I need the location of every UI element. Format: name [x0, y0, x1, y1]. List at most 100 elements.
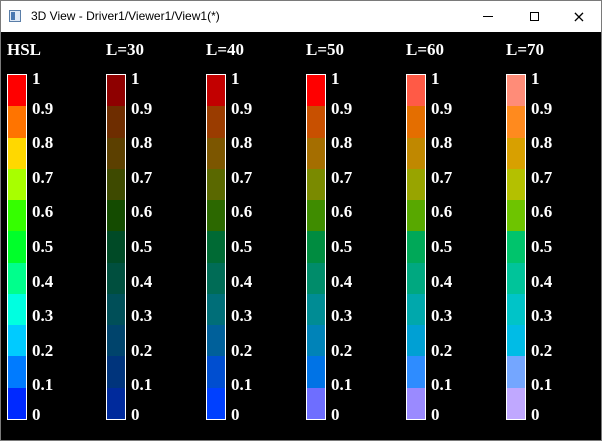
colorbar: [406, 74, 426, 420]
colorbar-segment: [207, 137, 225, 169]
colorbar-segment: [207, 106, 225, 138]
colorbar-segment: [107, 325, 125, 357]
colorbar-segment: [307, 262, 325, 294]
colorbar-tick-label: 0: [131, 405, 140, 424]
colorbar-segment: [207, 75, 225, 107]
colorbar-tick-label: 0.7: [431, 168, 453, 187]
colorbar-segment: [407, 75, 425, 107]
colorbar-segment: [307, 168, 325, 201]
colorbar-tick-label: 0.8: [231, 133, 253, 152]
colorbar-segment: [8, 106, 26, 138]
colorbar-segment: [207, 231, 225, 263]
colorbar-tick-label: 0.3: [331, 306, 353, 325]
colorbar-segment: [207, 387, 225, 419]
colorbar-tick-label: 0.6: [131, 202, 153, 221]
colorbar-segment: [307, 325, 325, 357]
colorbar-segment: [207, 168, 225, 201]
3d-viewport[interactable]: HSL 0 0.1 0.2 0.3 0.4 0.5 0.6 0.7 0.8 0.9 1 L=30 0 0.1…: [1, 32, 601, 440]
colorbar-segment: [507, 387, 525, 419]
colorbar-segment: [507, 168, 525, 201]
colorbar-tick-label: 0.3: [431, 306, 453, 325]
colorbar-tick-label: 0.2: [331, 341, 353, 360]
colorbar-tick-label: 0.5: [331, 237, 353, 256]
colorbar-segment: [107, 387, 125, 419]
title-bar[interactable]: 3D View - Driver1/Viewer1/View1(*) ×: [1, 1, 601, 32]
colorbar-tick-label: 0.1: [231, 375, 253, 394]
colorbar-tick-label: 0.4: [32, 272, 54, 291]
colorbar-segment: [507, 231, 525, 263]
colorbar-segment: [307, 200, 325, 232]
colorbar-tick-label: 0.9: [231, 99, 253, 118]
colorbar-tick-label: 1: [331, 69, 340, 88]
colorbar-segment: [507, 106, 525, 138]
colorbar-tick-label: 0.9: [32, 99, 54, 118]
colorbar-tick-label: 0.1: [131, 375, 153, 394]
colorbar-title: L=30: [106, 40, 145, 59]
colorbar-segment: [8, 137, 26, 169]
colorbar-tick-label: 0.5: [231, 237, 253, 256]
colorbar-segment: [307, 356, 325, 388]
colorbar-tick-label: 1: [531, 69, 540, 88]
colorbar-segment: [8, 387, 26, 419]
colorbar-tick-label: 0.8: [32, 133, 54, 152]
app-window-icon[interactable]: [9, 10, 21, 22]
colorbar-segment: [307, 231, 325, 263]
colorbar-tick-label: 0.8: [531, 133, 553, 152]
colorbar-tick-label: 0.9: [431, 99, 453, 118]
colorbar-tick-label: 0.5: [531, 237, 553, 256]
colorbar-segment: [207, 356, 225, 388]
colorbar-tick-label: 0.3: [231, 306, 253, 325]
colorbar-segment: [107, 262, 125, 294]
colorbar-segment: [407, 325, 425, 357]
colorbar-tick-label: 1: [131, 69, 140, 88]
colorbar: [306, 74, 326, 420]
colorbar-tick-label: 0.7: [32, 168, 54, 187]
colorbar-tick-label: 1: [431, 69, 440, 88]
colorbar-segment: [407, 356, 425, 388]
colorbar-segment: [507, 262, 525, 294]
colorbar-tick-label: 0.6: [531, 202, 553, 221]
colorbar-tick-label: 1: [231, 69, 240, 88]
colorbar-tick-label: 0.2: [531, 341, 553, 360]
close-icon: ×: [572, 6, 586, 26]
colorbar-segment: [107, 75, 125, 107]
colorbar-tick-label: 0.3: [131, 306, 153, 325]
colorbar-tick-label: 0.5: [32, 237, 54, 256]
colorbar-segment: [107, 168, 125, 201]
colorbar-segment: [8, 75, 26, 107]
colorbar-segment: [307, 75, 325, 107]
colorbar-tick-label: 0.8: [131, 133, 153, 152]
colorbar-tick-label: 0.2: [431, 341, 453, 360]
minimize-button[interactable]: [465, 1, 511, 32]
colorbar-tick-label: 0.8: [431, 133, 453, 152]
colorbar: [506, 74, 526, 420]
colorbar-tick-label: 0.9: [131, 99, 153, 118]
colorbar-tick-label: 1: [32, 69, 41, 88]
colorbar-tick-label: 0.5: [131, 237, 153, 256]
colorbar-tick-label: 0.4: [531, 272, 553, 291]
colorbar-tick-label: 0.9: [531, 99, 553, 118]
colorbar-title: L=70: [506, 40, 545, 59]
colorbar-tick-label: 0.2: [32, 341, 54, 360]
maximize-button[interactable]: [511, 1, 557, 32]
colorbar: [106, 74, 126, 420]
colorbar-segment: [307, 106, 325, 138]
colorbar-tick-label: 0.2: [231, 341, 253, 360]
colorbar-tick-label: 0.7: [231, 168, 253, 187]
colorbar-segment: [107, 231, 125, 263]
colorbar-segment: [407, 137, 425, 169]
colorbar-tick-label: 0.3: [32, 306, 54, 325]
maximize-icon: [529, 12, 539, 21]
colorbar-segment: [107, 106, 125, 138]
colorbar-segment: [207, 293, 225, 326]
close-button[interactable]: ×: [556, 1, 602, 32]
colorbar-tick-label: 0.5: [431, 237, 453, 256]
colorbar-tick-label: 0: [231, 405, 240, 424]
colorbar-segment: [8, 231, 26, 263]
colorbar-segment: [407, 293, 425, 326]
colorbar-tick-label: 0.2: [131, 341, 153, 360]
colorbar-tick-label: 0.1: [331, 375, 353, 394]
colorbar-title: HSL: [7, 40, 42, 59]
colorbar-tick-label: 0.1: [32, 375, 54, 394]
